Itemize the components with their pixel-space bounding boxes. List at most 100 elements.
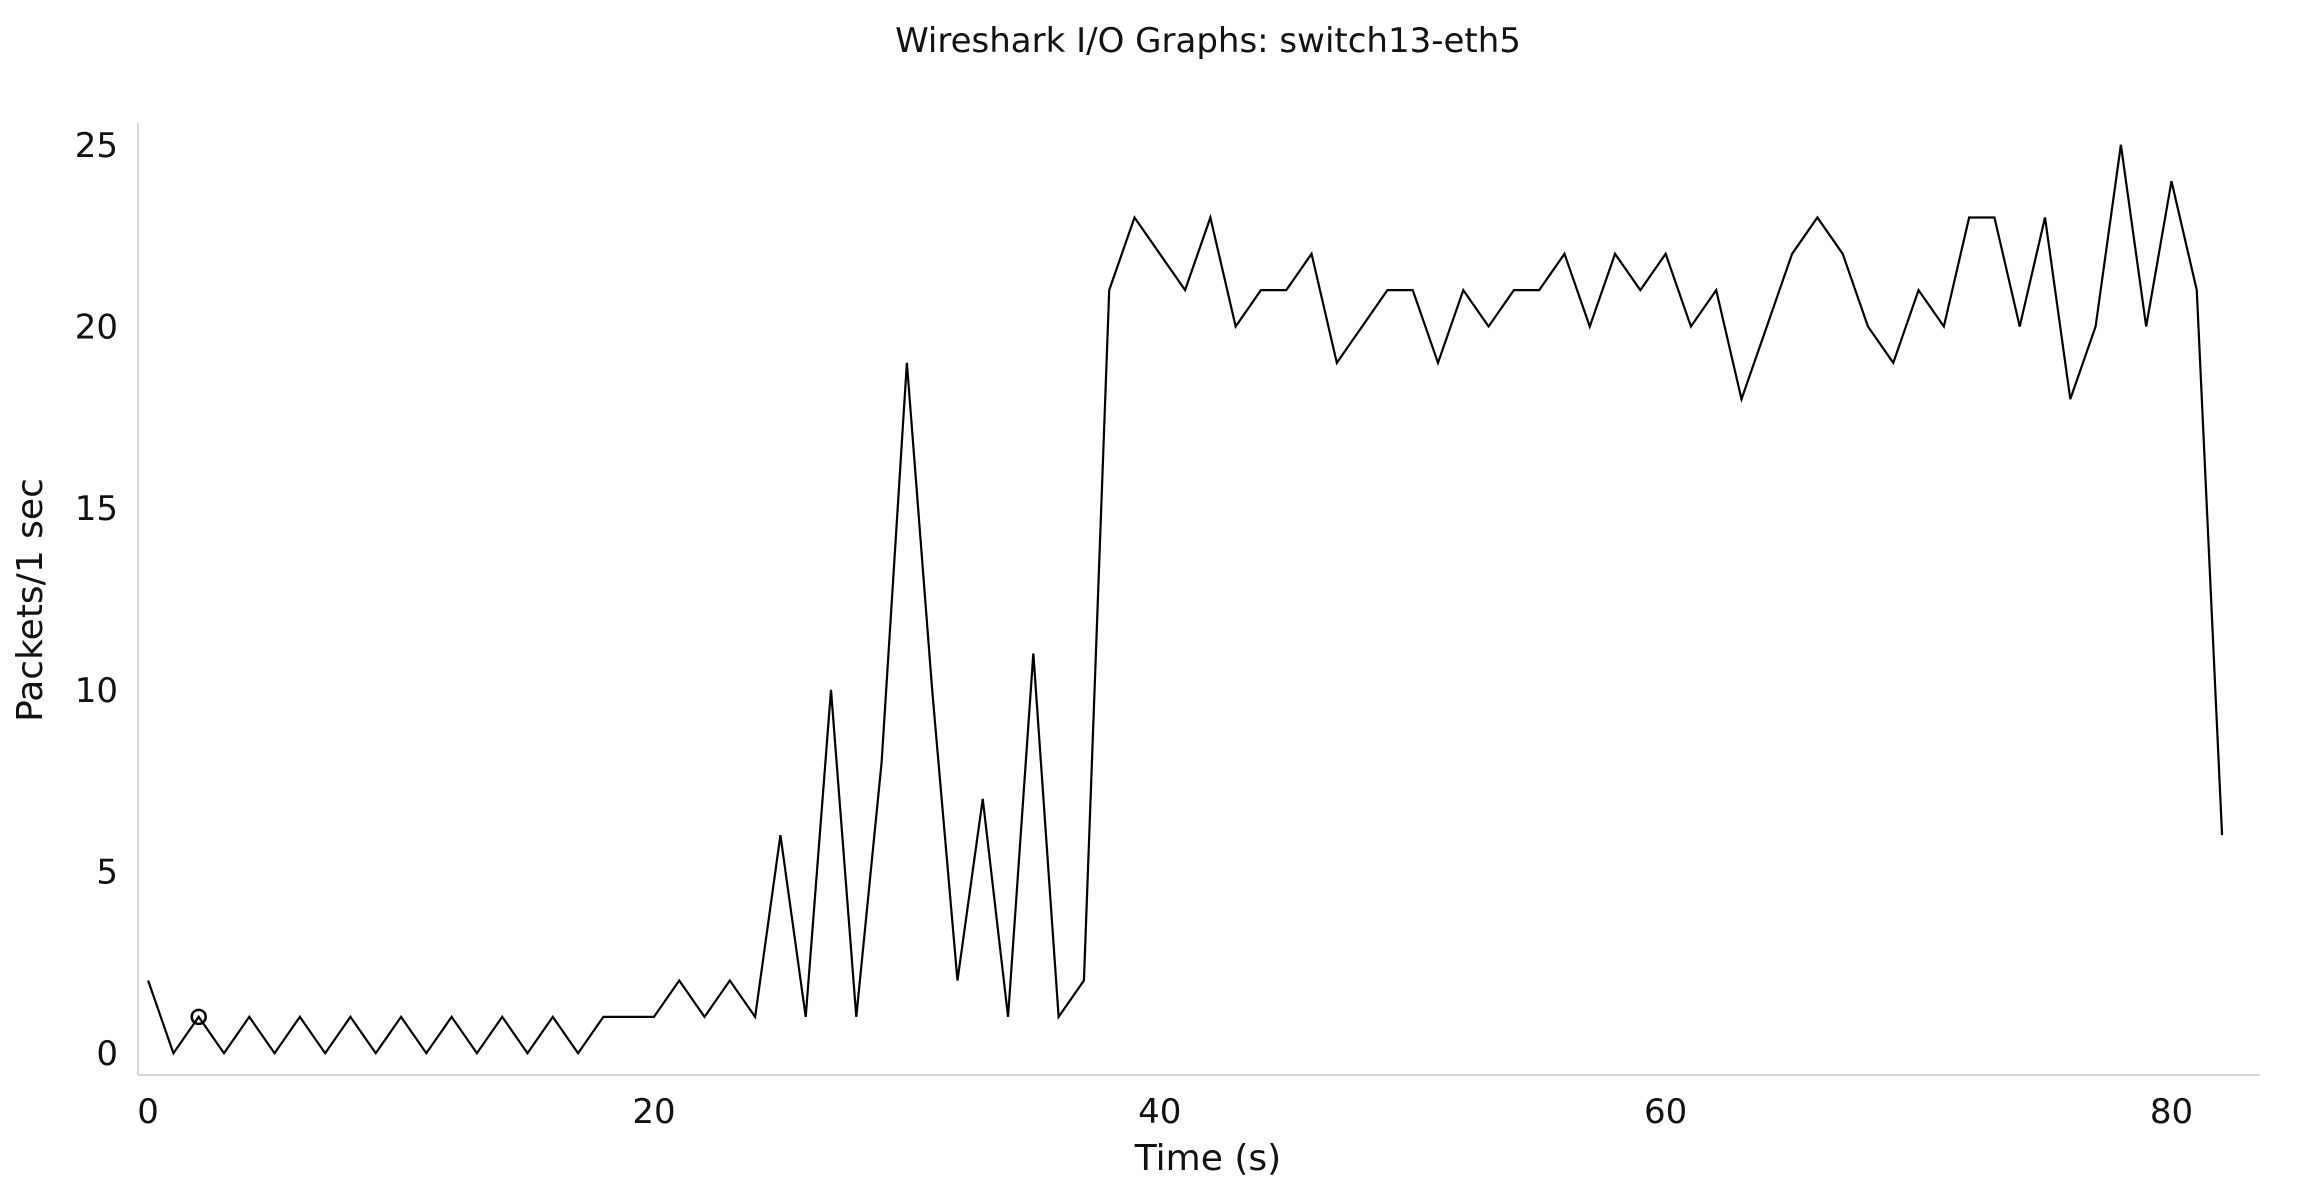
data-point[interactable]: [1106, 287, 1112, 293]
data-point[interactable]: [904, 360, 910, 366]
data-point[interactable]: [1182, 287, 1188, 293]
data-point[interactable]: [1739, 396, 1745, 402]
data-point[interactable]: [1207, 214, 1213, 220]
data-point[interactable]: [1486, 323, 1492, 329]
data-point[interactable]: [1410, 287, 1416, 293]
data-point[interactable]: [1865, 323, 1871, 329]
data-point[interactable]: [600, 1014, 606, 1020]
data-point[interactable]: [1511, 287, 1517, 293]
data-point[interactable]: [1283, 287, 1289, 293]
data-point[interactable]: [1991, 214, 1997, 220]
data-point[interactable]: [1157, 251, 1163, 257]
x-tick-label: 40: [1138, 1092, 1181, 1132]
x-tick-label: 0: [137, 1092, 159, 1132]
data-point[interactable]: [1334, 360, 1340, 366]
data-point[interactable]: [524, 1050, 530, 1056]
y-tick-label: 10: [75, 671, 118, 711]
y-tick-label: 15: [75, 489, 118, 529]
data-point[interactable]: [651, 1014, 657, 1020]
data-point[interactable]: [1764, 323, 1770, 329]
data-point[interactable]: [423, 1050, 429, 1056]
data-point[interactable]: [626, 1014, 632, 1020]
data-point[interactable]: [2067, 396, 2073, 402]
data-point[interactable]: [954, 978, 960, 984]
data-point[interactable]: [1688, 323, 1694, 329]
data-point[interactable]: [1435, 360, 1441, 366]
y-tick-label: 5: [96, 853, 118, 893]
y-tick-label: 0: [96, 1034, 118, 1074]
data-point[interactable]: [828, 687, 834, 693]
data-point[interactable]: [676, 978, 682, 984]
x-axis-title: Time (s): [1134, 1138, 1281, 1179]
data-point[interactable]: [2017, 323, 2023, 329]
data-point[interactable]: [879, 760, 885, 766]
data-point[interactable]: [373, 1050, 379, 1056]
data-point[interactable]: [221, 1050, 227, 1056]
data-point[interactable]: [803, 1014, 809, 1020]
data-point[interactable]: [1030, 651, 1036, 657]
data-point[interactable]: [1637, 287, 1643, 293]
data-point[interactable]: [246, 1014, 252, 1020]
data-point[interactable]: [196, 1014, 202, 1020]
data-point[interactable]: [777, 832, 783, 838]
data-point[interactable]: [1916, 287, 1922, 293]
data-point[interactable]: [1713, 287, 1719, 293]
data-point[interactable]: [2118, 142, 2124, 148]
data-point[interactable]: [702, 1014, 708, 1020]
x-tick-label: 20: [632, 1092, 675, 1132]
chart-title: Wireshark I/O Graphs: switch13-eth5: [895, 21, 1521, 61]
data-point[interactable]: [398, 1014, 404, 1020]
data-point[interactable]: [2143, 323, 2149, 329]
data-point[interactable]: [347, 1014, 353, 1020]
data-point[interactable]: [1309, 251, 1315, 257]
data-point[interactable]: [1536, 287, 1542, 293]
data-point[interactable]: [1132, 214, 1138, 220]
data-point[interactable]: [2042, 214, 2048, 220]
data-point[interactable]: [1789, 251, 1795, 257]
data-point[interactable]: [2093, 323, 2099, 329]
data-point[interactable]: [550, 1014, 556, 1020]
data-point[interactable]: [1663, 251, 1669, 257]
data-point[interactable]: [980, 796, 986, 802]
data-point[interactable]: [297, 1014, 303, 1020]
data-point[interactable]: [1612, 251, 1618, 257]
data-point[interactable]: [1233, 323, 1239, 329]
data-point[interactable]: [1081, 978, 1087, 984]
data-point[interactable]: [2194, 287, 2200, 293]
data-point[interactable]: [499, 1014, 505, 1020]
x-tick-label: 60: [1644, 1092, 1687, 1132]
data-point[interactable]: [145, 978, 151, 984]
data-point[interactable]: [1814, 214, 1820, 220]
data-point[interactable]: [575, 1050, 581, 1056]
data-point[interactable]: [1384, 287, 1390, 293]
data-point[interactable]: [1561, 251, 1567, 257]
data-point[interactable]: [1890, 360, 1896, 366]
data-point[interactable]: [1587, 323, 1593, 329]
data-point[interactable]: [1258, 287, 1264, 293]
data-point[interactable]: [2168, 178, 2174, 184]
data-point[interactable]: [474, 1050, 480, 1056]
data-point[interactable]: [1840, 251, 1846, 257]
data-point[interactable]: [1005, 1014, 1011, 1020]
data-point[interactable]: [1966, 214, 1972, 220]
data-point[interactable]: [1941, 323, 1947, 329]
series-line: [147, 144, 2224, 1056]
data-point[interactable]: [929, 687, 935, 693]
data-point[interactable]: [170, 1050, 176, 1056]
selected-point-marker[interactable]: [190, 1008, 207, 1026]
data-point[interactable]: [1056, 1014, 1062, 1020]
y-tick-label: 20: [75, 307, 118, 347]
data-point[interactable]: [727, 978, 733, 984]
x-tick-label: 80: [2150, 1092, 2193, 1132]
data-point[interactable]: [1359, 323, 1365, 329]
data-point[interactable]: [853, 1014, 859, 1020]
series-points: [145, 142, 2225, 1056]
data-point[interactable]: [1460, 287, 1466, 293]
data-point[interactable]: [2219, 832, 2225, 838]
data-point[interactable]: [449, 1014, 455, 1020]
data-point[interactable]: [752, 1014, 758, 1020]
data-point[interactable]: [272, 1050, 278, 1056]
data-point[interactable]: [322, 1050, 328, 1056]
